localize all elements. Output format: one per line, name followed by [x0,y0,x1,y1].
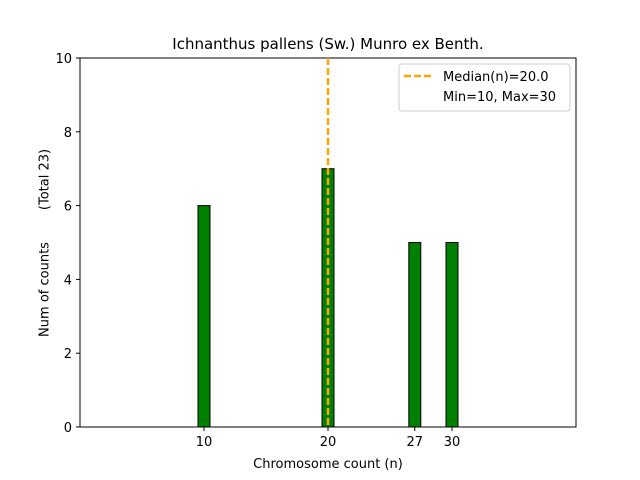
y-axis-ticks: 0 2 4 6 8 10 [55,52,80,436]
chart-title: Ichnanthus pallens (Sw.) Munro ex Benth. [172,35,483,53]
x-tick-label: 20 [320,435,337,450]
x-tick-label: 30 [444,435,461,450]
x-tick-label: 27 [407,435,424,450]
x-tick-label: 10 [196,435,213,450]
legend-range-label: Min=10, Max=30 [443,90,556,105]
y-axis-label: Num of counts [38,242,53,337]
y-tick-label: 4 [64,273,72,288]
plot-area [79,57,577,428]
bar [197,205,211,428]
legend-median-label: Median(n)=20.0 [443,70,549,85]
bar [408,242,422,428]
y-tick-label: 2 [64,347,72,362]
x-axis-ticks: 10 20 27 30 [196,427,461,450]
legend: Median(n)=20.0 Min=10, Max=30 [398,63,571,112]
bar [445,242,459,428]
y-tick-label: 10 [55,52,72,67]
y-tick-label: 0 [64,421,72,436]
y-tick-label: 8 [64,126,72,141]
y-tick-label: 6 [64,200,72,215]
x-axis-label: Chromosome count (n) [253,457,403,472]
legend-box [398,63,571,112]
y-axis-total-label: (Total 23) [38,149,53,210]
bar-group [197,168,459,428]
